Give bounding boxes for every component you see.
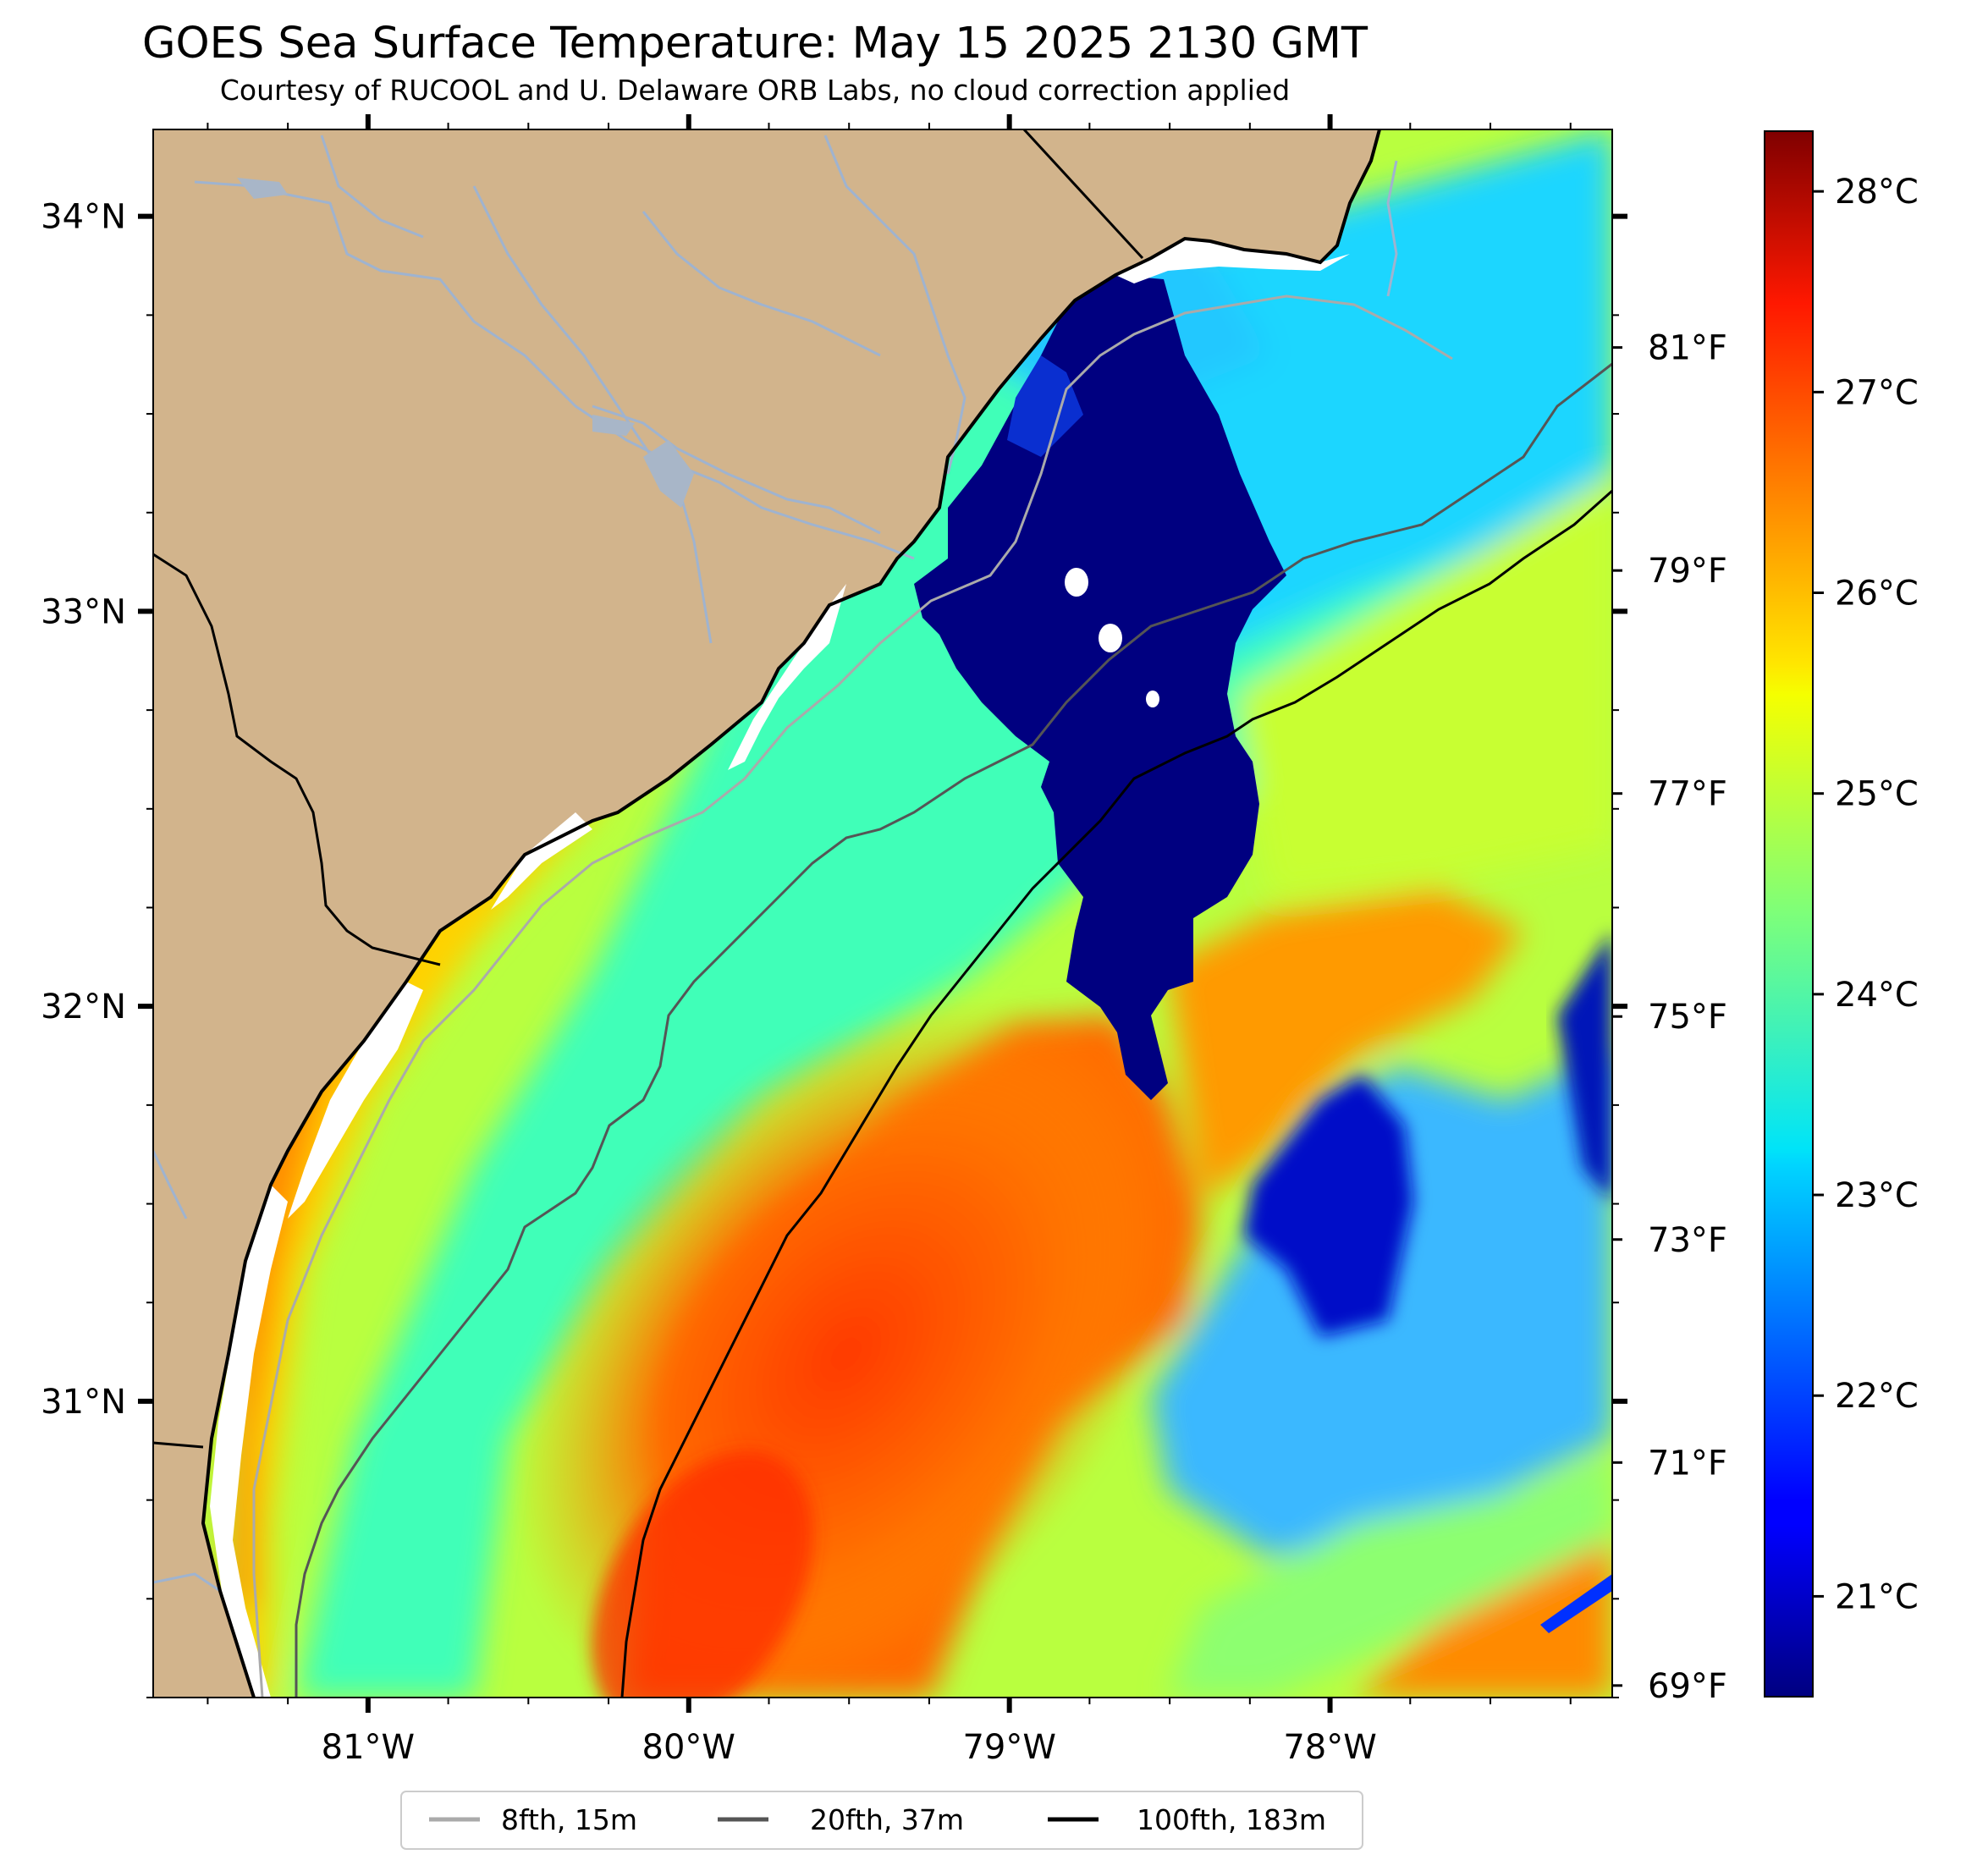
cloud-mask-region	[914, 275, 1286, 1100]
celsius-tick-label: 24°C	[1835, 976, 1919, 1015]
fahrenheit-tick-label: 69°F	[1648, 1667, 1727, 1706]
map-area	[153, 129, 1612, 1698]
coastal-gap	[728, 584, 846, 770]
lon-tick-label: 80°W	[642, 1728, 735, 1767]
celsius-tick-label: 28°C	[1835, 173, 1919, 212]
legend-box	[400, 1791, 1363, 1850]
lat-tick-label: 33°N	[41, 592, 126, 631]
cold-eddy-east	[1244, 1075, 1413, 1337]
cloud-mask-hole	[1146, 691, 1159, 707]
cloud-mask-gap	[1007, 355, 1083, 457]
fahrenheit-tick-label: 71°F	[1648, 1444, 1727, 1483]
lat-tick-label: 32°N	[41, 988, 126, 1026]
land-mass	[153, 129, 1379, 1698]
lon-tick-label: 79°W	[962, 1728, 1055, 1767]
lat-tick-label: 34°N	[41, 198, 126, 237]
isobath-legend: 8fth, 15m 20fth, 37m 100fth, 183m	[400, 1791, 1363, 1850]
rivers	[153, 135, 1398, 1593]
lon-tick-label: 78°W	[1283, 1728, 1376, 1767]
map-subtitle: Courtesy of RUCOOL and U. Delaware ORB L…	[219, 74, 1291, 107]
isobath-20fth	[295, 362, 1612, 1698]
state-border	[153, 1441, 204, 1449]
legend-label-100fth: 100fth, 183m	[1137, 1803, 1326, 1836]
fahrenheit-tick-label: 81°F	[1648, 329, 1727, 368]
coastal-gap	[491, 812, 592, 910]
celsius-tick-label: 25°C	[1835, 775, 1919, 814]
fahrenheit-tick-label: 79°F	[1648, 552, 1727, 591]
state-border	[153, 553, 441, 966]
cloud-mask-hole	[1065, 568, 1088, 597]
coastline	[201, 129, 1381, 1698]
fahrenheit-tick-label: 73°F	[1648, 1221, 1727, 1260]
colorbar	[1764, 130, 1814, 1698]
cloud-mask-hole	[1099, 624, 1122, 652]
map-frame	[152, 129, 1613, 1698]
celsius-tick-label: 23°C	[1835, 1176, 1919, 1215]
coastal-gap	[210, 1185, 288, 1698]
isobath-100fth	[620, 489, 1612, 1698]
isobath-8fth	[252, 294, 1453, 1698]
coastal-gap	[1115, 239, 1350, 283]
coastal-gap	[288, 982, 423, 1219]
lon-tick-label: 81°W	[322, 1728, 415, 1767]
celsius-tick-label: 27°C	[1835, 373, 1919, 412]
fahrenheit-tick-label: 77°F	[1648, 775, 1727, 814]
legend-label-20fth: 20fth, 37m	[810, 1803, 964, 1836]
lat-tick-label: 31°N	[41, 1383, 126, 1422]
cold-eddy-edge	[1557, 931, 1612, 1202]
map-axes: 81°W 80°W 79°W 78°W 34°N 33°N 32°N 31°N 69°F 71°F…	[41, 114, 1727, 1767]
cold-filament	[1540, 1574, 1612, 1633]
lake-marion	[643, 440, 694, 508]
celsius-tick-label: 26°C	[1835, 575, 1919, 614]
legend-label-8fth: 8fth, 15m	[501, 1803, 637, 1836]
lake	[237, 178, 288, 199]
celsius-tick-label: 22°C	[1835, 1377, 1919, 1416]
fahrenheit-tick-label: 75°F	[1648, 998, 1727, 1037]
state-border	[1022, 129, 1144, 260]
colorbar-axes: 21°C 22°C 23°C 24°C 25°C 26°C 27°C 28°C	[1813, 173, 1919, 1616]
lake	[592, 415, 635, 436]
celsius-tick-label: 21°C	[1835, 1577, 1919, 1616]
warm-core-peak	[591, 1450, 814, 1698]
map-title: GOES Sea Surface Temperature: May 15 202…	[141, 19, 1368, 69]
